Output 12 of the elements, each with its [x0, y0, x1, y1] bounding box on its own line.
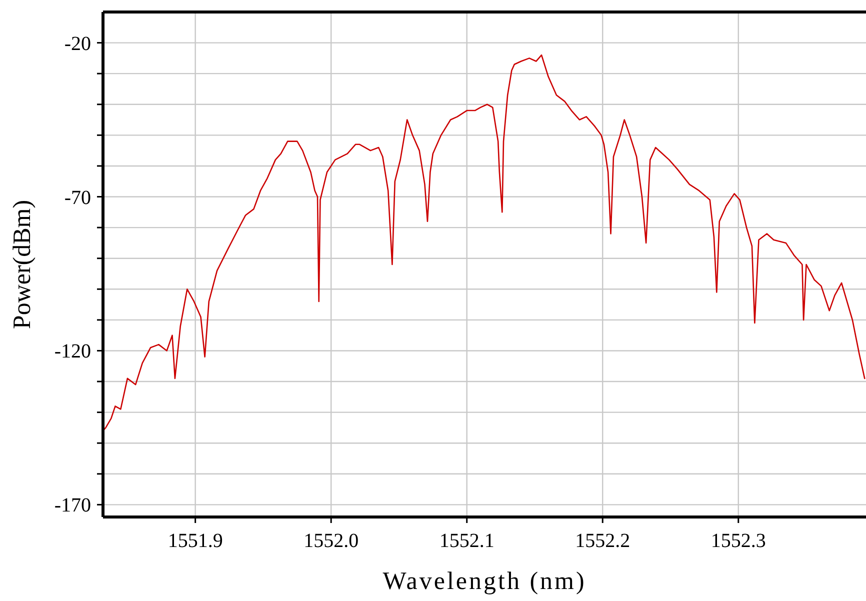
x-axis-title: Wavelength (nm): [382, 568, 586, 595]
y-tick-label: -170: [54, 494, 91, 517]
x-tick-label: 1552.0: [304, 530, 359, 552]
y-tick-label: -70: [64, 186, 91, 209]
y-tick-label: -20: [64, 32, 91, 55]
y-tick-label: -120: [54, 340, 91, 363]
x-tick-label: 1552.1: [439, 530, 494, 552]
x-tick-label: 1552.2: [575, 530, 630, 552]
line-series: [103, 54, 866, 432]
y-axis-title: Power(dBm): [9, 200, 36, 330]
x-tick-label: 1552.3: [710, 530, 766, 552]
x-tick-label: 1551.9: [168, 530, 223, 552]
